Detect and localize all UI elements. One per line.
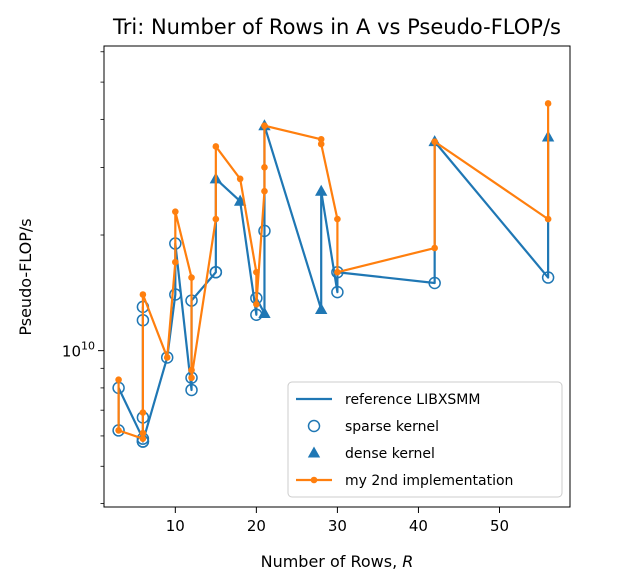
my-implementation-point: [253, 301, 260, 308]
x-axis-label-variable: R: [402, 552, 413, 571]
my-implementation-point: [139, 409, 147, 416]
my-implementation-point: [261, 122, 268, 130]
my-implementation-point: [172, 258, 179, 266]
my-implementation-point: [253, 268, 260, 276]
y-tick-label: 1010: [62, 340, 95, 361]
sparse-kernel-point: [185, 383, 198, 397]
sparse-kernel-point: [428, 276, 441, 290]
my-implementation-point: [544, 215, 552, 223]
my-implementation-point: [431, 244, 438, 252]
my-implementation-point: [115, 427, 122, 434]
legend-box: [287, 381, 563, 498]
my-implementation-point: [139, 435, 147, 442]
dense-kernel-point: [315, 184, 328, 196]
series-line-my-2nd-implementation: [117, 103, 550, 440]
my-implementation-point: [334, 268, 341, 276]
legend: reference LIBXSMM sparse kernel dense kern…: [287, 381, 563, 498]
my-implementation-point: [544, 100, 552, 107]
sparse-kernel-point: [258, 224, 271, 238]
my-implementation-point: [317, 135, 325, 143]
y-axis-label: Pseudo-FLOP/s: [16, 218, 35, 335]
x-axis-label-text: Number of Rows,: [261, 552, 403, 571]
sparse-kernel-point: [541, 271, 555, 284]
my-implementation-point: [236, 175, 244, 183]
dense-kernel-point: [315, 302, 328, 315]
legend-label: reference LIBXSMM: [345, 392, 480, 408]
legend-label: dense kernel: [345, 446, 435, 462]
x-tick-label: 50: [490, 517, 509, 535]
plot-area: [103, 45, 571, 508]
legend-swatch-dot: [310, 476, 318, 484]
my-implementation-point: [212, 215, 220, 223]
my-implementation-point: [188, 374, 195, 382]
x-tick-label: 10: [166, 517, 185, 535]
my-implementation-point: [212, 143, 220, 150]
y-tick-label-base: 10: [62, 343, 81, 361]
my-implementation-point: [172, 208, 179, 215]
legend-label: sparse kernel: [345, 419, 439, 435]
chart-title: Tri: Number of Rows in A vs Pseudo-FLOP/…: [112, 15, 561, 39]
x-tick-label: 40: [409, 517, 428, 535]
sparse-kernel-point: [331, 285, 344, 299]
x-axis-label: Number of Rows, R: [261, 552, 414, 571]
sparse-kernel-point: [169, 288, 182, 301]
my-implementation-point: [139, 291, 147, 298]
my-implementation-point: [261, 187, 268, 195]
sparse-kernel-point: [209, 265, 223, 279]
x-tick-label: 20: [247, 517, 266, 535]
my-implementation-point: [163, 354, 171, 361]
my-implementation-point: [139, 429, 147, 437]
my-implementation-point: [188, 366, 195, 374]
my-implementation-point: [334, 215, 341, 223]
legend-swatch-triangle: [307, 446, 321, 458]
my-implementation-point: [431, 138, 438, 145]
x-tick-label: 30: [328, 517, 347, 535]
dense-kernel-point: [258, 306, 271, 318]
my-implementation-point: [317, 140, 325, 148]
my-implementation-point: [115, 376, 122, 384]
legend-swatch-open-circle: [307, 419, 321, 433]
legend-label: my 2nd implementation: [345, 473, 513, 489]
my-implementation-point: [188, 274, 195, 281]
my-implementation-point: [261, 164, 268, 171]
y-tick-label-exponent: 10: [81, 340, 95, 353]
data-marks: [112, 100, 555, 448]
